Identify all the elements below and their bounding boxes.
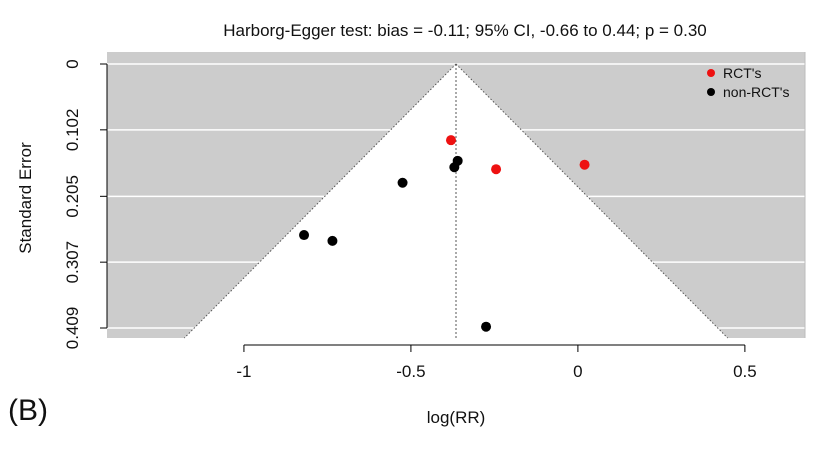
plot-area: -1 -0.5 0 0.5 0 0.102 0.205 0.307 0.409 bbox=[63, 52, 806, 381]
chart-title: Harborg-Egger test: bias = -0.11; 95% CI… bbox=[223, 21, 707, 40]
funnel-left-edge bbox=[183, 63, 457, 339]
x-tick-label: 0.5 bbox=[733, 362, 757, 381]
legend: RCT's non-RCT's bbox=[707, 65, 789, 100]
x-tick-label: 0 bbox=[573, 362, 582, 381]
y-tick-label: 0 bbox=[63, 59, 82, 68]
data-point bbox=[445, 135, 456, 146]
x-tick-label: -0.5 bbox=[396, 362, 425, 381]
data-point bbox=[299, 230, 310, 241]
legend-label: RCT's bbox=[723, 65, 761, 81]
x-tick-label: -1 bbox=[236, 362, 251, 381]
data-point bbox=[327, 235, 338, 246]
legend-marker bbox=[707, 88, 715, 96]
legend-label: non-RCT's bbox=[723, 84, 789, 100]
data-point bbox=[491, 164, 502, 175]
data-point bbox=[397, 177, 408, 188]
panel-label: (B) bbox=[8, 394, 48, 427]
funnel-right-edge bbox=[455, 63, 729, 339]
y-tick-label: 0.102 bbox=[63, 109, 82, 152]
y-tick-label: 0.205 bbox=[63, 175, 82, 218]
y-tick-label: 0.307 bbox=[63, 241, 82, 284]
x-axis-label: log(RR) bbox=[427, 408, 486, 427]
y-axis-label: Standard Error bbox=[16, 142, 35, 254]
legend-marker bbox=[707, 69, 715, 77]
y-tick-label: 0.409 bbox=[63, 307, 82, 350]
data-point bbox=[579, 159, 590, 170]
data-point bbox=[481, 321, 492, 332]
data-point bbox=[449, 162, 460, 173]
